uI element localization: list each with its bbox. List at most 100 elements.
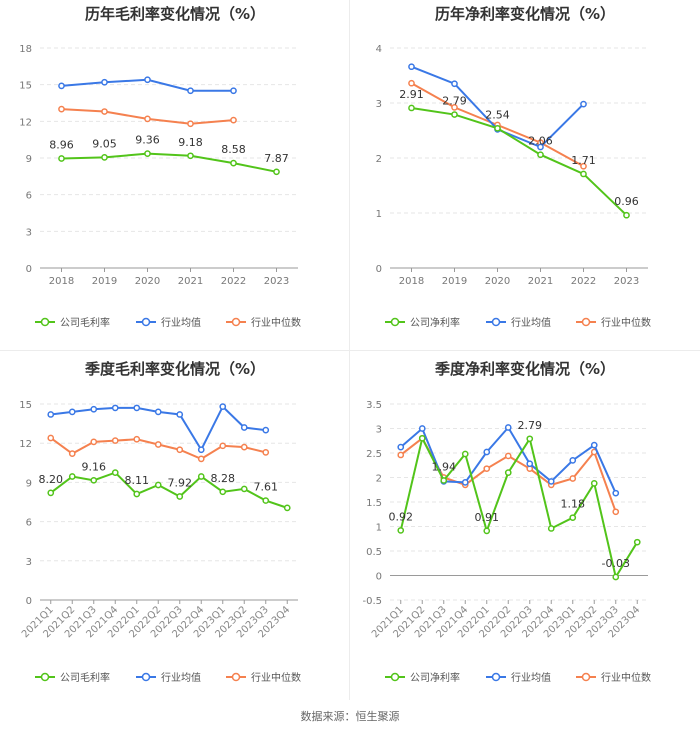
industry-median-point <box>504 452 512 460</box>
data-label: 8.20 <box>39 473 64 486</box>
legend-item-industry-average: 行业均值 <box>136 316 201 329</box>
company-gross-margin-point <box>154 481 162 489</box>
annual-net-margin-panel: 历年净利率变化情况（%） 0 1 2 3 4 2018 2019 2020 2021 2022 20… <box>350 0 700 352</box>
industry-median-point <box>101 108 108 115</box>
industry-average-point <box>101 78 108 86</box>
legend-marker <box>141 317 151 327</box>
industry-average-point <box>612 489 620 497</box>
company-gross-margin-point <box>197 473 205 480</box>
industry-median-point <box>187 120 194 128</box>
y-tick-label: 12 <box>19 117 32 128</box>
company-gross-margin-point <box>187 152 194 160</box>
legend-label: 行业中位数 <box>601 671 651 684</box>
industry-median-point <box>197 455 205 463</box>
data-label: 8.96 <box>49 138 74 151</box>
y-tick-label: 9 <box>26 478 32 489</box>
quarterly-net-margin-chart: -0.500.511.522.533.52021Q12021Q22021Q320… <box>362 400 651 684</box>
x-tick-label: 2022 <box>571 276 596 287</box>
industry-average-point <box>230 87 237 95</box>
company-gross-margin-point <box>58 155 65 162</box>
legend-label: 公司净利率 <box>410 316 460 329</box>
legend-item-company-net-margin: 公司净利率 <box>385 671 460 684</box>
data-label: 8.11 <box>125 474 150 487</box>
industry-average-line <box>411 65 585 149</box>
industry-average-point <box>133 404 141 412</box>
company-gross-margin-point <box>68 473 76 480</box>
legend-marker <box>581 672 591 682</box>
industry-average-point <box>187 87 194 95</box>
y-tick-label: 3 <box>26 557 32 568</box>
legend-label: 行业均值 <box>511 316 551 329</box>
x-tick-label: 2020 <box>485 276 510 287</box>
industry-average-point <box>483 448 491 456</box>
legend-item-industry-average: 行业均值 <box>136 671 201 684</box>
company-net-margin-point <box>504 469 512 476</box>
industry-average-point <box>580 100 587 108</box>
data-label: 9.16 <box>82 460 107 473</box>
data-label: 7.87 <box>264 152 289 165</box>
company-net-margin-point <box>451 111 458 118</box>
y-tick-label: 0.5 <box>366 547 382 558</box>
y-tick-label: 9 <box>26 154 32 165</box>
industry-average-point <box>47 411 55 418</box>
industry-median-point <box>154 441 162 448</box>
legend-marker <box>491 317 501 327</box>
y-tick-label: 18 <box>19 44 32 55</box>
legend-label: 公司净利率 <box>410 671 460 684</box>
legend-marker <box>40 317 50 327</box>
company-gross-margin-point <box>283 504 291 512</box>
legend-marker <box>231 317 241 327</box>
legend-marker <box>141 672 151 682</box>
company-gross-margin-point <box>176 493 184 500</box>
industry-average-point <box>58 82 65 90</box>
industry-average-point <box>397 443 405 451</box>
data-label: 2.06 <box>528 135 553 148</box>
company-gross-margin-point <box>101 154 108 161</box>
y-tick-label: 6 <box>26 191 32 202</box>
legend-label: 行业均值 <box>161 671 201 684</box>
x-tick-label: 2021 <box>528 276 553 287</box>
industry-median-point <box>111 437 119 444</box>
industry-average-point <box>504 424 512 431</box>
company-net-margin-point <box>547 525 555 532</box>
legend-label: 行业中位数 <box>251 671 301 684</box>
y-tick-label: 3 <box>376 99 382 110</box>
company-net-margin-point <box>494 124 501 132</box>
company-net-margin-point <box>623 211 630 219</box>
annual-gross-margin-chart: 0 3 6 9 12 15 18 2018 2019 2020 2021 2022 2023 8.96 9.… <box>19 44 301 329</box>
y-tick-label: 0 <box>376 264 382 275</box>
industry-median-point <box>133 435 141 443</box>
industry-median-point <box>612 508 620 516</box>
legend-marker <box>231 672 241 682</box>
industry-median-point <box>483 465 491 473</box>
company-net-margin-point <box>440 477 448 484</box>
industry-median-point <box>240 443 248 451</box>
industry-average-point <box>547 478 555 485</box>
y-tick-label: 2.5 <box>366 449 382 460</box>
industry-median-point <box>580 162 587 170</box>
company-gross-margin-point <box>273 168 280 176</box>
company-net-margin-point <box>397 527 405 534</box>
x-tick-label: 2021 <box>178 276 203 287</box>
y-tick-label: -0.5 <box>362 596 382 607</box>
x-tick-label: 2022 <box>221 276 246 287</box>
legend-label: 行业中位数 <box>251 316 301 329</box>
company-gross-margin-point <box>111 469 119 476</box>
legend-item-industry-average: 行业均值 <box>486 316 551 329</box>
industry-median-point <box>230 116 237 124</box>
industry-average-point <box>451 80 458 88</box>
industry-average-point <box>240 424 248 431</box>
data-label: 0.91 <box>475 511 500 524</box>
company-net-margin-line <box>399 435 639 580</box>
y-tick-label: 12 <box>19 439 32 450</box>
data-label: 2.91 <box>399 88 424 101</box>
data-label: 1.71 <box>571 154 596 167</box>
company-gross-margin-point <box>144 150 151 157</box>
legend-item-industry-median: 行业中位数 <box>576 316 651 329</box>
x-tick-label: 2019 <box>92 276 117 287</box>
y-tick-label: 15 <box>19 400 32 411</box>
y-tick-label: 3.5 <box>366 400 382 411</box>
annual-net-margin-chart: 0 1 2 3 4 2018 2019 2020 2021 2022 2023 2.91 2.79 2.5… <box>376 44 651 329</box>
industry-median-point <box>90 438 98 446</box>
legend-item-company-gross-margin: 公司毛利率 <box>35 671 110 684</box>
